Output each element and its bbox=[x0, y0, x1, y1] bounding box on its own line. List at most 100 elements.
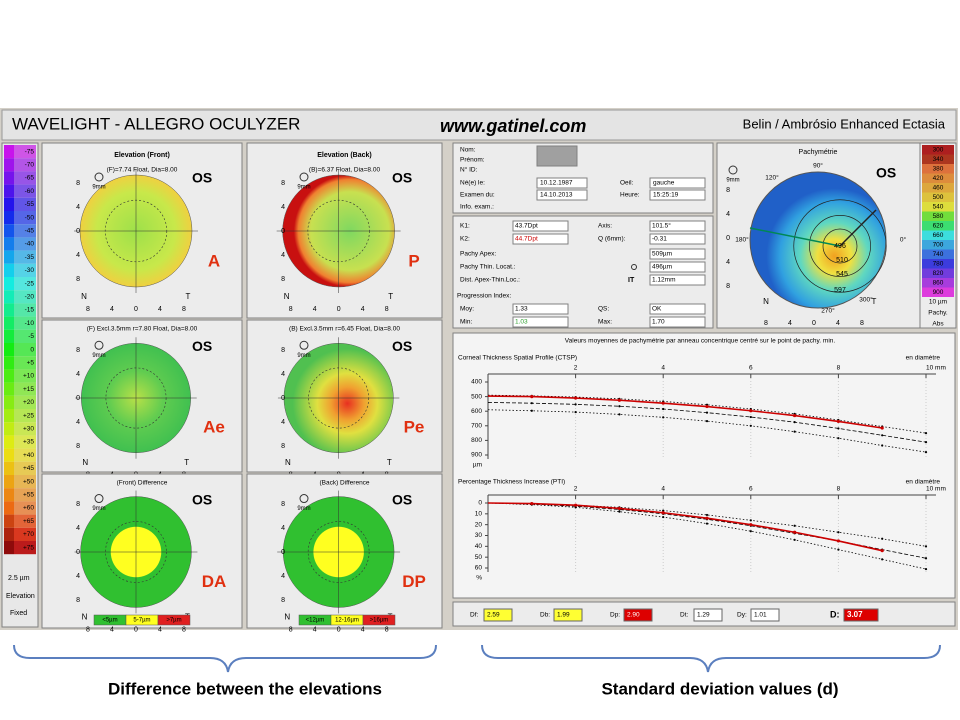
scale-cell bbox=[14, 514, 36, 528]
field-label: 10.12.1987 bbox=[540, 180, 573, 187]
scale-label: -60 bbox=[25, 188, 35, 195]
box bbox=[536, 189, 588, 201]
scale-label: -15 bbox=[25, 307, 35, 314]
scale-cell bbox=[4, 224, 14, 238]
scale-cell bbox=[922, 211, 954, 221]
scale-cell bbox=[922, 192, 954, 202]
point bbox=[705, 411, 709, 414]
x-tick-label: 8 bbox=[385, 626, 389, 633]
field-label: 509µm bbox=[652, 251, 672, 258]
field-label: 1.70 bbox=[652, 319, 665, 326]
map-subtitle: (B) Excl.3.5mm r=6.45 Float, Dia=8.00 bbox=[289, 326, 400, 333]
scale-cell bbox=[14, 263, 36, 277]
map-subtitle: (F)=7.74 Float, Dia=8.00 bbox=[107, 167, 178, 174]
scale-label: -40 bbox=[25, 241, 35, 248]
point bbox=[705, 516, 709, 520]
point bbox=[924, 441, 928, 444]
scale-cell bbox=[922, 221, 954, 231]
scale-label: 380 bbox=[933, 166, 944, 173]
scale-cell bbox=[4, 527, 14, 541]
temporal-label: T bbox=[872, 297, 877, 306]
pachy-map bbox=[749, 171, 887, 309]
pachy-axis bbox=[839, 209, 877, 247]
scale-label: +35 bbox=[23, 439, 34, 446]
point bbox=[574, 410, 577, 414]
scale-cell bbox=[14, 303, 36, 317]
scale-cell bbox=[14, 171, 36, 185]
x-tick-label: 8 bbox=[385, 306, 389, 313]
point bbox=[881, 558, 884, 561]
y-tick-label: 0 bbox=[726, 235, 730, 242]
scale-label: 860 bbox=[933, 280, 944, 287]
field-label: 44.7Dpt bbox=[515, 236, 538, 243]
eye-label: OS bbox=[392, 338, 412, 354]
map-subtitle: (F) Excl.3.5mm r=7.80 Float, Dia=8.00 bbox=[87, 326, 198, 333]
x-tick-label: 4 bbox=[110, 626, 114, 633]
point bbox=[837, 437, 840, 440]
y-unit: µm bbox=[473, 462, 482, 469]
point bbox=[793, 413, 797, 418]
scale-cell bbox=[922, 249, 954, 259]
y-tick-label: 8 bbox=[281, 443, 285, 450]
scale-cell bbox=[14, 356, 36, 370]
y-tick-label: 8 bbox=[726, 283, 730, 290]
scale-label: 500 bbox=[933, 194, 944, 201]
legend-label: <5µm bbox=[102, 618, 117, 624]
d-value: 1.29 bbox=[697, 612, 710, 619]
scale-label: +70 bbox=[23, 531, 34, 538]
scale-label: 740 bbox=[933, 251, 944, 258]
panel-label: Ae bbox=[203, 418, 225, 437]
scale-step: 10 µm bbox=[929, 299, 947, 306]
legend-label: >16µm bbox=[370, 618, 389, 624]
scale-label: +5 bbox=[27, 360, 35, 367]
app-title: WAVELIGHT - ALLEGRO OCULYZER bbox=[12, 114, 300, 133]
scale-label: 580 bbox=[933, 213, 944, 220]
scale-label: 700 bbox=[933, 242, 944, 249]
pachy-ring bbox=[809, 215, 871, 277]
scale-label: -55 bbox=[25, 201, 35, 208]
scale-cell bbox=[14, 184, 36, 198]
field-label: Moy: bbox=[460, 306, 474, 313]
scale-cell bbox=[922, 154, 954, 164]
y-tick-label: 40 bbox=[475, 543, 483, 550]
x-tick-label: 2 bbox=[574, 365, 578, 372]
x-tick-label: 4 bbox=[110, 306, 114, 313]
y-tick-label: 8 bbox=[281, 597, 285, 604]
scale-cell bbox=[14, 409, 36, 423]
y-tick-label: 900 bbox=[471, 452, 482, 459]
scale-label: -75 bbox=[25, 148, 35, 155]
scale-cell bbox=[4, 237, 14, 251]
nasal-label: N bbox=[285, 458, 291, 467]
x-tick-label: 4 bbox=[361, 306, 365, 313]
point bbox=[836, 539, 841, 543]
field-label: 1.12mm bbox=[652, 277, 675, 284]
scale-label: +45 bbox=[23, 465, 34, 472]
x-tick-label: 8 bbox=[860, 320, 864, 327]
zoom-icon bbox=[299, 172, 309, 182]
box bbox=[649, 274, 706, 286]
field-label: Pachy Thin. Locat.: bbox=[460, 264, 516, 271]
scale-cell bbox=[4, 171, 14, 185]
scale-cell bbox=[14, 224, 36, 238]
scale-cell bbox=[4, 277, 14, 291]
scale-cell bbox=[14, 250, 36, 264]
x-tick-label: 0 bbox=[812, 320, 816, 327]
scale-cell bbox=[4, 514, 14, 528]
d-box bbox=[750, 608, 780, 622]
photo bbox=[536, 145, 578, 167]
box bbox=[512, 303, 569, 315]
field-label: Q (6mm): bbox=[598, 236, 626, 243]
map-title: Elevation (Front) bbox=[114, 152, 170, 159]
d-box bbox=[693, 608, 723, 622]
scale-cell bbox=[922, 259, 954, 269]
panel-label: Pe bbox=[404, 418, 425, 437]
legend-swatch bbox=[362, 614, 396, 626]
point bbox=[924, 450, 928, 454]
scale-step: 2.5 µm bbox=[8, 575, 30, 582]
zoom-icon bbox=[728, 165, 738, 175]
scale-cell bbox=[14, 448, 36, 462]
scale-cell bbox=[4, 356, 14, 370]
y-tick-label: 700 bbox=[471, 423, 482, 430]
field-label: Max: bbox=[598, 319, 612, 326]
scale-cell bbox=[4, 382, 14, 396]
